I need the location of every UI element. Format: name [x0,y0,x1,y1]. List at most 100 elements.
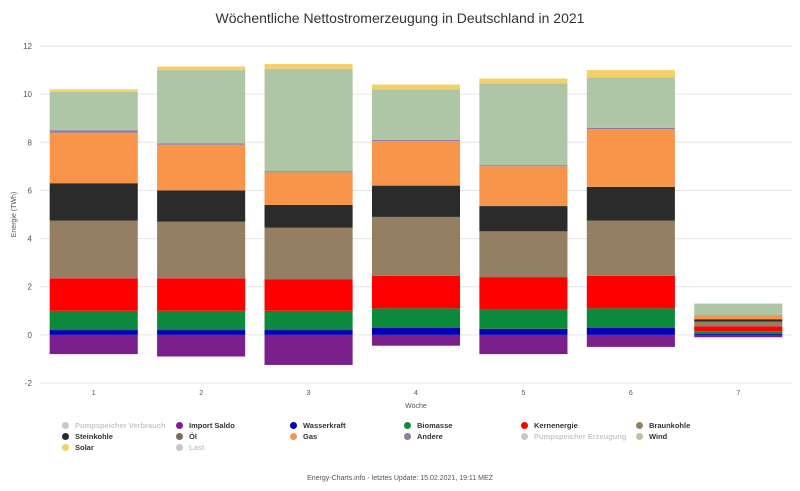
bar-segment [586,127,675,130]
bar-segment [157,278,246,311]
bar-segment [694,319,783,322]
bar-segment [49,89,138,92]
legend-label: Biomasse [417,421,453,430]
bar-segment [264,64,353,69]
y-tick-label: -2 [25,379,33,388]
y-tick-label: 6 [28,186,33,195]
bar-segment [264,171,353,173]
bar-segment [694,333,783,335]
bar-segment [586,334,675,347]
bar-segment [694,315,783,320]
legend-swatch-icon [404,433,411,440]
bar-segment [49,330,138,335]
legend-swatch-icon [176,433,183,440]
legend-item[interactable]: Wind [636,432,667,441]
legend-item[interactable]: Import Saldo [176,421,235,430]
bar-segment [586,186,675,221]
y-tick-label: 0 [28,331,33,340]
legend-label: Solar [75,443,94,452]
y-tick-label: 8 [28,138,33,147]
legend-swatch-icon [636,433,643,440]
x-tick-label: 3 [307,390,311,397]
bar-segment [264,227,353,280]
bar-segment [371,275,461,309]
bar-segment [157,143,246,145]
bar-segment [586,275,675,309]
legend-label: Import Saldo [189,421,235,430]
bar-segment [479,277,568,310]
legend-item[interactable]: Solar [62,443,94,452]
legend-item[interactable]: Andere [404,432,443,441]
bar-segment [371,89,461,140]
bar-segment [586,220,675,276]
legend-swatch-icon [62,433,69,440]
legend-label: Steinkohle [75,432,113,441]
bar-segment [157,70,246,144]
legend-item[interactable]: Kernenergie [521,421,578,430]
bar-segment [264,334,353,365]
bar-segment [371,327,461,335]
legend-swatch-icon [290,422,297,429]
bar-segment [371,334,461,346]
bar-segment [157,310,246,331]
y-tick-label: 2 [28,283,33,292]
bar-segment [371,308,461,328]
bar-segment [264,279,353,311]
y-tick-label: 12 [23,42,32,51]
bar-segment [479,231,568,278]
bar-segment [264,68,353,172]
bar-segment [694,303,783,316]
legend-item[interactable]: Öl [176,432,197,441]
legend-swatch-icon [62,422,69,429]
legend-item[interactable]: Braunkohle [636,421,690,430]
legend-label: Pumpspeicher Verbrauch [75,421,166,430]
bar-segment [479,328,568,335]
legend-swatch-icon [176,422,183,429]
legend-swatch-icon [290,433,297,440]
bar-segment [157,190,246,222]
legend-item[interactable]: Biomasse [404,421,452,430]
chart-title: Wöchentliche Nettostromerzeugung in Deut… [215,10,585,26]
x-tick-label: 6 [629,390,633,397]
legend-label: Gas [303,432,318,441]
legend-swatch-icon [636,422,643,429]
bar-segment [586,308,675,328]
footer-credit: Energy-Charts.info - letztes Update: 15.… [307,475,493,482]
bar-segment [49,334,138,355]
bar-segment [479,334,568,355]
bar-segment [586,327,675,335]
bar-segment [49,278,138,311]
legend-label: Braunkohle [649,421,691,430]
bar-segment [371,141,461,186]
bar-segment [371,216,461,276]
legend-item[interactable]: Last [176,443,204,452]
legend-item[interactable]: Gas [290,432,317,441]
bar-segment [157,66,246,71]
legend-swatch-icon [521,422,528,429]
legend-item[interactable]: Pumpspeicher Erzeugung [521,432,627,441]
legend-item[interactable]: Pumpspeicher Verbrauch [62,421,165,430]
legend-swatch-icon [521,433,528,440]
bar-segment [694,326,783,332]
legend-item[interactable]: Wasserkraft [290,421,346,430]
bar-segment [479,166,568,207]
bar-segment [157,144,246,191]
legend-item[interactable]: Steinkohle [62,432,113,441]
legend-swatch-icon [62,444,69,451]
legend-label: Wind [649,432,668,441]
legend-label: Last [189,443,205,452]
y-tick-label: 10 [23,90,32,99]
bar-segment [49,220,138,279]
y-tick-label: 4 [28,235,33,244]
bar-segment [264,330,353,335]
bar-segment [586,70,675,78]
bar-segment [157,334,246,357]
x-tick-label: 7 [736,390,740,397]
legend-swatch-icon [176,444,183,451]
bar-segment [371,139,461,142]
x-tick-label: 2 [199,390,203,397]
bar-segment [157,221,246,279]
bar-segment [157,330,246,335]
bar-segment [49,91,138,131]
